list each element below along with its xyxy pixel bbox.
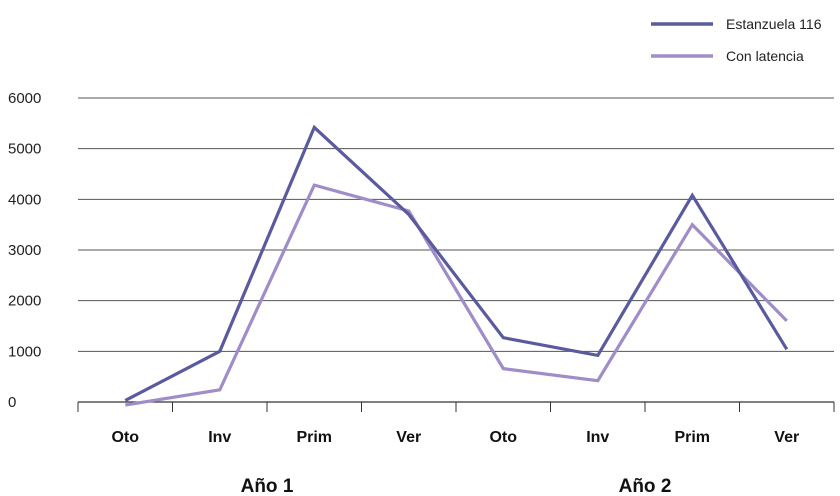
series-lines: [124, 124, 789, 407]
y-axis-ticks: 0 1000 2000 3000 4000 5000 6000: [8, 90, 41, 411]
x-group-label: Año 2: [619, 476, 672, 496]
legend-label: Estanzuela 116: [726, 16, 822, 32]
x-category-label: Oto: [111, 429, 139, 446]
x-category-label: Prim: [674, 429, 710, 446]
x-group-label: Año 1: [241, 476, 294, 496]
y-tick-label: 5000: [8, 141, 41, 158]
legend: Estanzuela 116 Con latencia: [651, 16, 822, 64]
y-tick-label: 1000: [8, 343, 41, 360]
y-tick-label: 2000: [8, 293, 41, 310]
series-line: [124, 124, 789, 402]
legend-label: Con latencia: [726, 48, 804, 64]
y-tick-label: 4000: [8, 191, 41, 208]
x-category-label: Inv: [586, 429, 609, 446]
x-category-label: Ver: [774, 429, 799, 446]
x-category-label: Prim: [296, 429, 332, 446]
x-axis: Oto Inv Prim Ver Oto Inv Prim Ver Año 1 Año 2: [77, 402, 835, 496]
x-category-label: Ver: [396, 429, 421, 446]
y-tick-label: 3000: [8, 242, 41, 259]
y-tick-label: 0: [8, 394, 16, 411]
series-line: [125, 183, 788, 407]
x-category-label: Inv: [208, 429, 231, 446]
y-tick-label: 6000: [8, 90, 41, 107]
gridlines: [78, 97, 834, 403]
x-category-label: Oto: [489, 429, 517, 446]
